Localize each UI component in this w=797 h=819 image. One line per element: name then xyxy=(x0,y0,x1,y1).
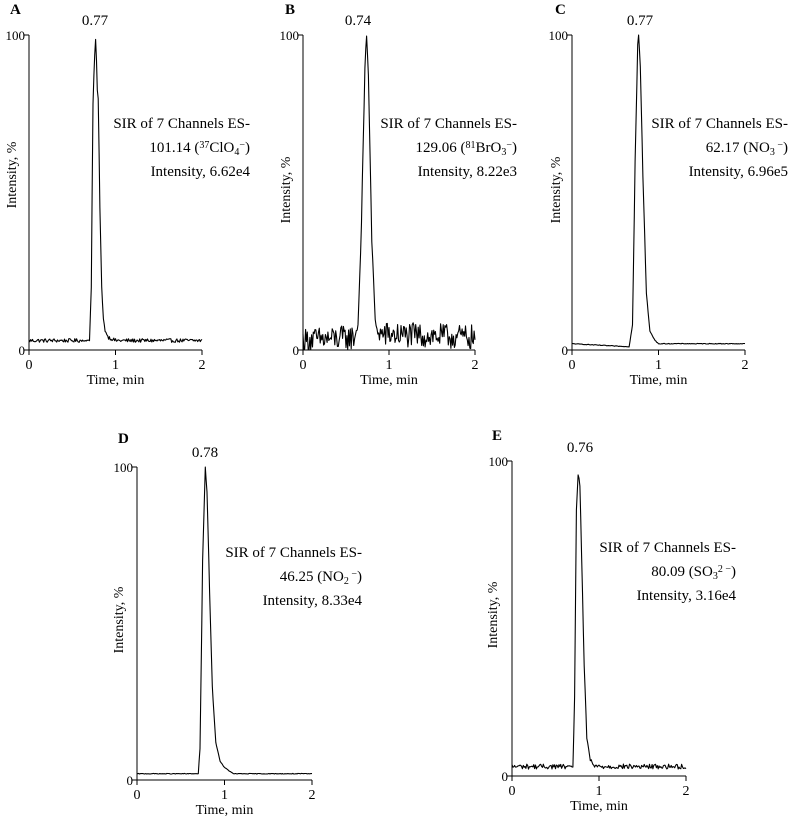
y-tick-label-d-0: 0 xyxy=(127,773,134,788)
y-tick-label-d-1: 100 xyxy=(114,460,134,475)
y-tick-label-a-0: 0 xyxy=(19,343,26,358)
panel-letter-a: A xyxy=(10,2,21,18)
peak-label-b: 0.74 xyxy=(345,13,372,29)
y-tick-label-a-1: 100 xyxy=(6,28,26,43)
y-tick-label-b-1: 100 xyxy=(280,28,300,43)
chromatogram-trace-d xyxy=(136,466,313,775)
x-tick-label-c-0: 0 xyxy=(569,358,576,373)
y-axis-label-d: Intensity, % xyxy=(112,586,127,653)
chromatogram-trace-c xyxy=(571,34,746,348)
x-tick-label-b-2: 2 xyxy=(472,358,479,373)
panel-letter-d: D xyxy=(118,431,129,447)
x-tick-label-c-1: 1 xyxy=(655,358,662,373)
annotation-line-d-0: SIR of 7 Channels ES- xyxy=(225,545,362,561)
y-tick-label-c-0: 0 xyxy=(562,343,569,358)
y-tick-label-c-1: 100 xyxy=(549,28,569,43)
annotation-line-c-2: Intensity, 6.96e5 xyxy=(689,164,788,180)
x-tick-label-a-2: 2 xyxy=(199,358,206,373)
annotation-line-e-2: Intensity, 3.16e4 xyxy=(637,588,737,604)
y-tick-label-b-0: 0 xyxy=(293,343,300,358)
annotation-line-a-2: Intensity, 6.62e4 xyxy=(151,164,251,180)
annotation-line-c-0: SIR of 7 Channels ES- xyxy=(651,116,788,132)
x-tick-label-d-2: 2 xyxy=(309,788,316,803)
peak-label-a: 0.77 xyxy=(82,13,109,29)
annotation-line-b-2: Intensity, 8.22e3 xyxy=(418,164,517,180)
x-tick-label-b-1: 1 xyxy=(386,358,393,373)
x-axis-label-b: Time, min xyxy=(360,373,418,388)
panel-e: E 0 100 0 1 2 Time, min Intensity, % 0.76 SIR of … xyxy=(486,428,736,814)
x-tick-label-a-1: 1 xyxy=(112,358,119,373)
x-axis-label-c: Time, min xyxy=(630,373,688,388)
chromatogram-trace-a xyxy=(28,38,203,343)
y-axis-label-c: Intensity, % xyxy=(549,156,564,223)
x-tick-label-d-0: 0 xyxy=(134,788,141,803)
y-tick-label-e-1: 100 xyxy=(489,454,509,469)
chromatogram-trace-b xyxy=(302,35,476,351)
annotation-line-d-1: 46.25 (NO2 −) xyxy=(280,569,362,587)
y-tick-label-e-0: 0 xyxy=(502,769,509,784)
annotation-line-e-0: SIR of 7 Channels ES- xyxy=(599,540,736,556)
panel-d: D 0 100 0 1 2 Time, min Intensity, % 0.78 SIR of … xyxy=(112,431,362,818)
chromatogram-trace-e xyxy=(511,474,687,770)
peak-label-d: 0.78 xyxy=(192,445,218,461)
annotation-line-a-1: 101.14 (37ClO4−) xyxy=(149,140,250,158)
panel-letter-e: E xyxy=(492,428,502,444)
x-axis-label-d: Time, min xyxy=(196,803,254,818)
annotation-line-b-1: 129.06 (81BrO3−) xyxy=(416,140,517,158)
x-tick-label-e-2: 2 xyxy=(683,784,690,799)
annotation-line-c-1: 62.17 (NO3 −) xyxy=(706,140,788,158)
panel-a: A 0 100 0 1 2 Time, min Intensity, % 0.77 SIR of … xyxy=(5,2,250,388)
x-tick-label-e-0: 0 xyxy=(509,784,516,799)
panel-letter-b: B xyxy=(285,2,295,18)
y-axis-label-b: Intensity, % xyxy=(279,156,294,223)
annotation-line-d-2: Intensity, 8.33e4 xyxy=(263,593,363,609)
panel-c: C 0 100 0 1 2 Time, min Intensity, % 0.77 SIR of … xyxy=(549,2,789,388)
panel-b: B 0 100 0 1 2 Time, min Intensity, % 0.74 SIR of … xyxy=(279,2,517,388)
x-tick-label-a-0: 0 xyxy=(26,358,33,373)
annotation-line-e-1: 80.09 (SO32 −) xyxy=(651,564,736,582)
annotation-line-b-0: SIR of 7 Channels ES- xyxy=(380,116,517,132)
x-axis-label-a: Time, min xyxy=(87,373,145,388)
peak-label-c: 0.77 xyxy=(627,13,654,29)
x-tick-label-b-0: 0 xyxy=(300,358,307,373)
x-tick-label-e-1: 1 xyxy=(596,784,603,799)
annotation-line-a-0: SIR of 7 Channels ES- xyxy=(113,116,250,132)
x-tick-label-c-2: 2 xyxy=(742,358,749,373)
x-tick-label-d-1: 1 xyxy=(221,788,228,803)
y-axis-label-e: Intensity, % xyxy=(486,581,501,648)
peak-label-e: 0.76 xyxy=(567,440,594,456)
panel-letter-c: C xyxy=(555,2,566,18)
x-axis-label-e: Time, min xyxy=(570,799,628,814)
y-axis-label-a: Intensity, % xyxy=(5,141,20,208)
